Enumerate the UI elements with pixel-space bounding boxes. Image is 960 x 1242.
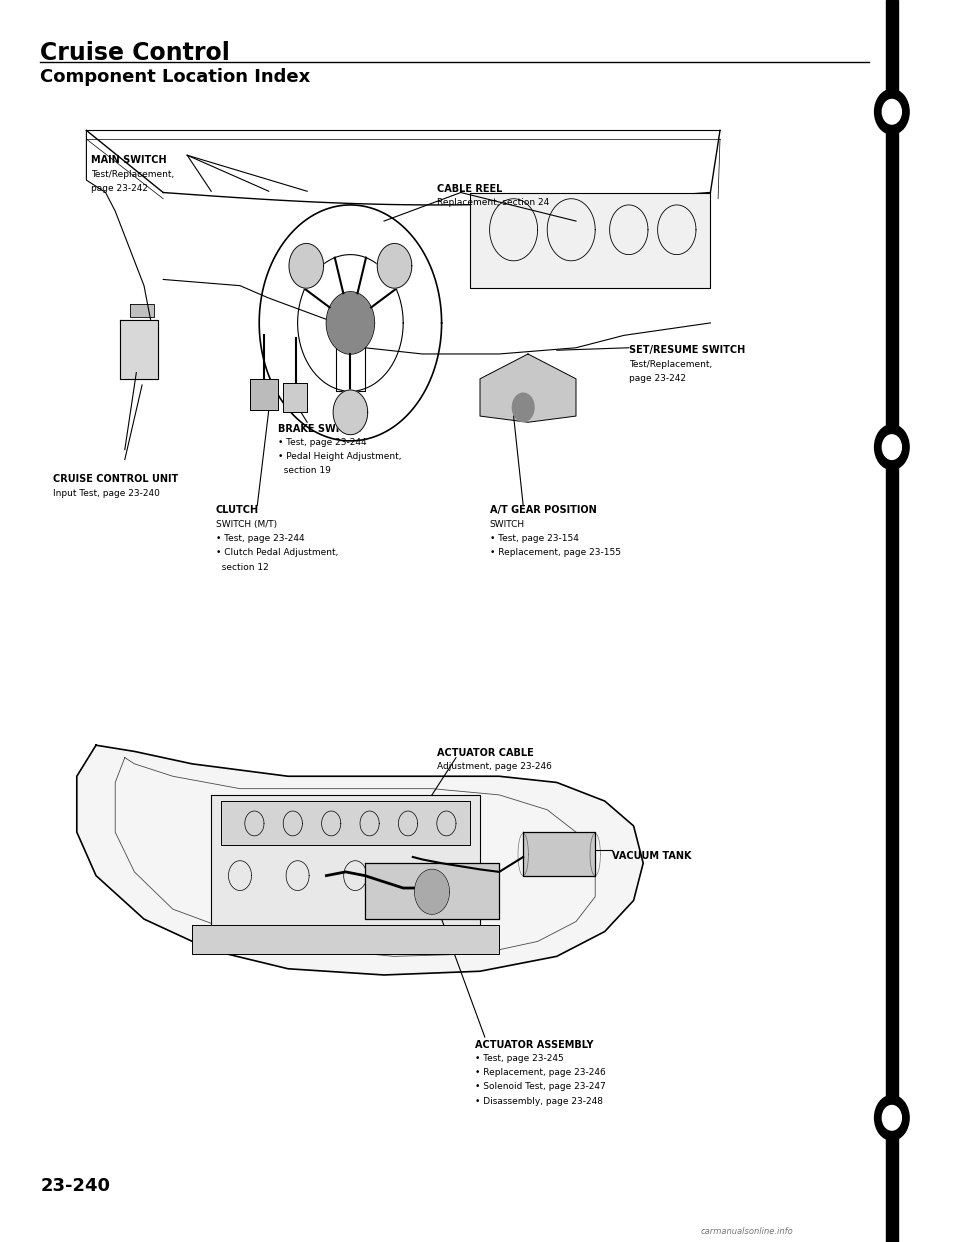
- Bar: [614, 253, 653, 276]
- Polygon shape: [365, 863, 499, 919]
- Polygon shape: [610, 205, 648, 255]
- Text: Adjustment, page 23-246: Adjustment, page 23-246: [437, 761, 552, 771]
- Circle shape: [873, 422, 911, 472]
- Circle shape: [289, 243, 324, 288]
- Polygon shape: [490, 199, 538, 261]
- Text: CRUISE CONTROL UNIT: CRUISE CONTROL UNIT: [53, 474, 178, 484]
- Text: section 19: section 19: [278, 466, 331, 476]
- Text: Cruise Control: Cruise Control: [40, 41, 230, 65]
- Polygon shape: [470, 193, 710, 288]
- Text: ACTUATOR ASSEMBLY: ACTUATOR ASSEMBLY: [475, 1040, 593, 1049]
- Text: BRAKE SWITCH: BRAKE SWITCH: [278, 424, 362, 433]
- Text: • Replacement, page 23-155: • Replacement, page 23-155: [490, 549, 620, 558]
- Text: page 23-242: page 23-242: [629, 374, 685, 383]
- Polygon shape: [415, 869, 449, 914]
- Text: Component Location Index: Component Location Index: [40, 68, 311, 86]
- Text: MAIN SWITCH: MAIN SWITCH: [91, 155, 167, 165]
- Polygon shape: [211, 795, 480, 932]
- Circle shape: [377, 243, 412, 288]
- Text: 23-240: 23-240: [40, 1177, 110, 1195]
- Polygon shape: [512, 392, 535, 422]
- Text: • Clutch Pedal Adjustment,: • Clutch Pedal Adjustment,: [216, 549, 338, 558]
- Text: • Pedal Height Adjustment,: • Pedal Height Adjustment,: [278, 452, 402, 461]
- Polygon shape: [480, 354, 576, 422]
- Text: Input Test, page 23-240: Input Test, page 23-240: [53, 488, 159, 498]
- Polygon shape: [326, 292, 374, 354]
- Text: • Test, page 23-244: • Test, page 23-244: [216, 534, 304, 543]
- Text: A/T GEAR POSITION: A/T GEAR POSITION: [490, 505, 596, 515]
- Text: SWITCH: SWITCH: [490, 519, 525, 529]
- Circle shape: [875, 425, 909, 469]
- Polygon shape: [221, 801, 470, 845]
- Circle shape: [875, 1095, 909, 1140]
- Text: • Replacement, page 23-246: • Replacement, page 23-246: [475, 1068, 606, 1077]
- Bar: [557, 253, 605, 276]
- Text: • Disassembly, page 23-248: • Disassembly, page 23-248: [475, 1097, 603, 1105]
- Text: VACUUM TANK: VACUUM TANK: [612, 851, 692, 861]
- Text: • Test, page 23-245: • Test, page 23-245: [475, 1053, 564, 1063]
- Polygon shape: [250, 379, 278, 410]
- Circle shape: [882, 1105, 901, 1130]
- Text: section 12: section 12: [216, 563, 269, 571]
- Circle shape: [875, 89, 909, 134]
- Text: • Test, page 23-244: • Test, page 23-244: [278, 437, 367, 447]
- Text: • Test, page 23-154: • Test, page 23-154: [490, 534, 579, 543]
- Text: CABLE REEL: CABLE REEL: [437, 184, 502, 194]
- Text: SET/RESUME SWITCH: SET/RESUME SWITCH: [629, 345, 745, 355]
- Text: CLUTCH: CLUTCH: [216, 505, 259, 515]
- Text: ACTUATOR CABLE: ACTUATOR CABLE: [437, 748, 534, 758]
- Circle shape: [882, 99, 901, 124]
- Polygon shape: [547, 199, 595, 261]
- Polygon shape: [283, 383, 307, 412]
- Bar: [490, 253, 547, 276]
- Polygon shape: [77, 745, 643, 975]
- Text: Test/Replacement,: Test/Replacement,: [91, 169, 175, 179]
- Text: Replacement, section 24: Replacement, section 24: [437, 197, 549, 207]
- Circle shape: [873, 1093, 911, 1143]
- Text: SWITCH (M/T): SWITCH (M/T): [216, 519, 277, 529]
- Text: • Solenoid Test, page 23-247: • Solenoid Test, page 23-247: [475, 1082, 606, 1092]
- Circle shape: [333, 390, 368, 435]
- Polygon shape: [192, 925, 499, 954]
- Polygon shape: [658, 205, 696, 255]
- Text: Test/Replacement,: Test/Replacement,: [629, 360, 712, 369]
- Polygon shape: [120, 320, 158, 379]
- Circle shape: [873, 87, 911, 137]
- Bar: [886, 0, 898, 1242]
- Bar: [662, 253, 701, 276]
- Text: page 23-242: page 23-242: [91, 184, 148, 193]
- Polygon shape: [523, 832, 595, 876]
- Circle shape: [882, 435, 901, 460]
- Polygon shape: [130, 304, 154, 317]
- Text: carmanualsonline.info: carmanualsonline.info: [701, 1227, 794, 1236]
